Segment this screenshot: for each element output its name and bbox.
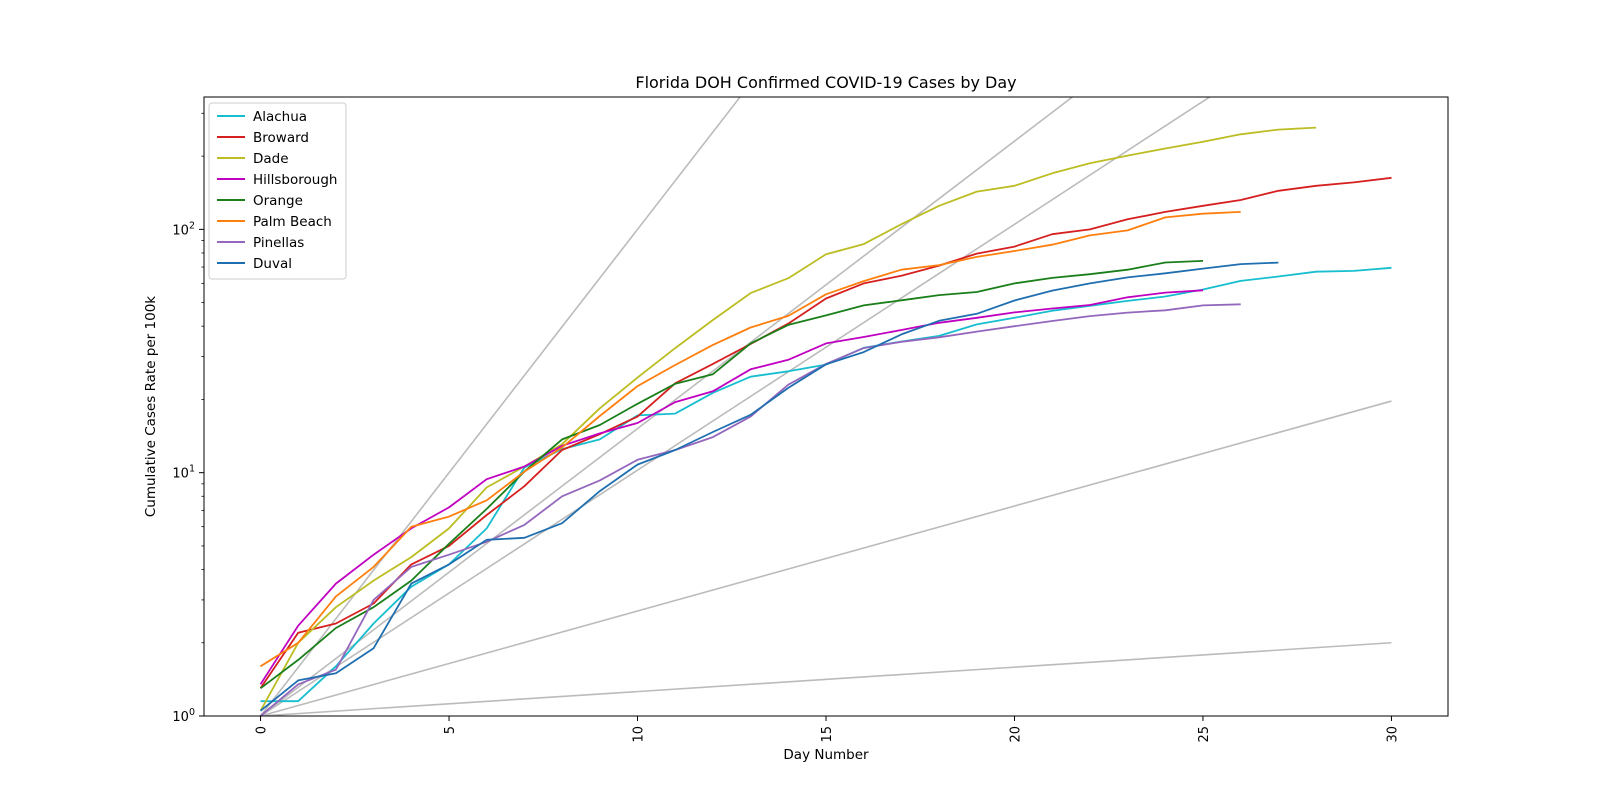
chart-title: Florida DOH Confirmed COVID-19 Cases by … [635,73,1016,92]
x-tick-label: 25 [1197,726,1212,743]
y-axis-ticks: 100 101 102 [172,112,204,725]
x-tick-label: 30 [1385,726,1400,743]
x-tick-label: 15 [820,726,835,743]
x-tick-label: 10 [632,726,647,743]
reference-line-5 [259,97,742,716]
series-line-duval [259,261,1279,712]
reference-line-1 [260,641,1392,716]
legend-entry-orange: Orange [253,193,303,209]
reference-line-4 [260,97,1074,716]
y-tick-label: 100 [172,707,195,725]
reference-line-3 [260,97,1212,716]
x-tick-label: 20 [1008,726,1023,743]
legend-entry-hillsborough: Hillsborough [253,172,337,188]
x-tick-label: 5 [443,726,458,734]
y-tick-label: 102 [172,220,195,238]
series-line-orange [259,260,1204,690]
series-line-dade [259,126,1317,712]
reference-lines [259,97,1392,716]
legend-entry-duval: Duval [253,256,292,272]
x-axis-label: Day Number [783,747,869,763]
y-tick-label: 101 [172,464,195,482]
legend-box [208,102,347,280]
legend-entry-pinellas: Pinellas [253,235,304,251]
series-line-palm-beach [260,211,1241,668]
series-lines [259,126,1392,716]
series-line-pinellas [259,303,1241,716]
y-axis-label: Cumulative Cases Rate per 100k [143,296,159,517]
legend-entry-alachua: Alachua [253,109,307,125]
series-line-broward [259,176,1392,689]
reference-line-2 [260,400,1392,716]
legend: Alachua Broward Dade Hillsborough Orange Palm… [208,102,347,280]
legend-entry-broward: Broward [253,130,309,146]
x-axis-ticks: 0 5 10 15 20 25 30 [255,716,1400,743]
legend-entry-dade: Dade [253,151,289,167]
x-tick-label: 0 [255,726,270,734]
legend-entry-palm-beach: Palm Beach [253,214,332,230]
